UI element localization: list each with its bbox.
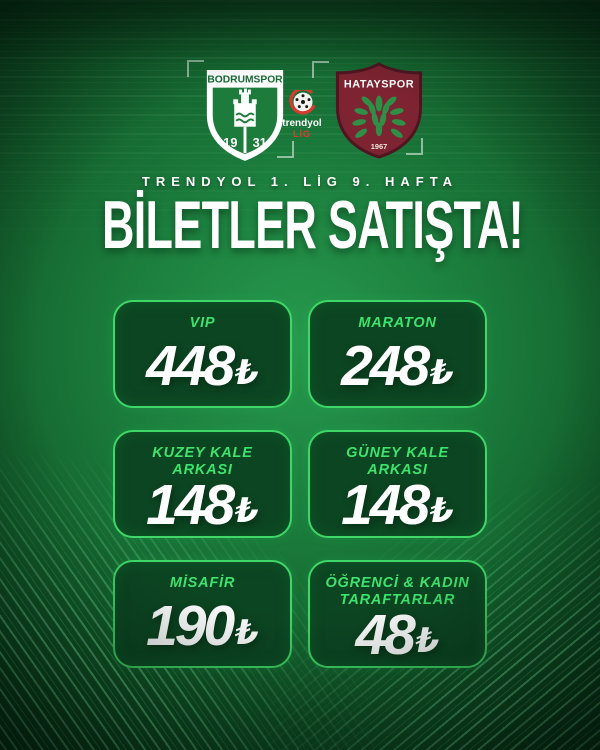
price-value: 148	[341, 472, 430, 537]
ticket-card-maraton: MARATON 248 ₺	[308, 300, 487, 408]
lira-sign: ₺	[415, 621, 440, 662]
ticket-card-vip: VIP 448 ₺	[113, 300, 292, 408]
lira-sign: ₺	[235, 491, 259, 532]
lira-sign: ₺	[235, 352, 259, 393]
price-value: 190	[146, 594, 235, 659]
trendyol-lig-logo: trendyol LİG	[282, 90, 322, 139]
home-team-name: BODRUMSPOR	[207, 75, 283, 86]
price-value: 248	[341, 334, 430, 399]
away-founded: 1967	[371, 142, 387, 151]
ticket-price: 190 ₺	[146, 588, 259, 666]
center-stripe	[243, 126, 247, 154]
ticket-price: 248 ₺	[341, 328, 454, 406]
page-title: BİLETLER SATIŞTA!	[101, 187, 524, 263]
home-founded-right: 31	[253, 135, 267, 150]
ticket-price: 48 ₺	[355, 604, 439, 666]
hatayspor-crest: HATAYSPOR 1967	[335, 62, 423, 159]
lira-sign: ₺	[430, 491, 454, 532]
league-brand: trendyol	[282, 118, 322, 129]
ticket-price: 448 ₺	[146, 328, 259, 406]
lira-sign: ₺	[430, 352, 454, 393]
bodrumspor-crest: BODRUMSPOR 19 31	[206, 69, 283, 161]
price-value: 448	[146, 334, 235, 399]
price-value: 48	[355, 602, 415, 667]
away-team-name: HATAYSPOR	[344, 79, 414, 91]
ticket-card-kuzey-kale-arkasi: KUZEY KALE ARKASI 148 ₺	[113, 430, 292, 538]
ticket-card-misafir: MİSAFİR 190 ₺	[113, 560, 292, 668]
ticket-price: 148 ₺	[146, 474, 259, 536]
ticket-price-grid: VIP 448 ₺ MARATON 248 ₺ KUZEY KALE ARKAS…	[113, 300, 487, 668]
lira-sign: ₺	[235, 612, 259, 653]
price-value: 148	[146, 472, 235, 537]
football-icon	[293, 92, 313, 112]
crop-corner-away-top-left	[312, 61, 329, 78]
ticket-card-ogrenci-kadin: ÖĞRENCİ & KADIN TARAFTARLAR 48 ₺	[308, 560, 487, 668]
league-division: LİG	[293, 129, 311, 139]
ticket-card-guney-kale-arkasi: GÜNEY KALE ARKASI 148 ₺	[308, 430, 487, 538]
ticket-price: 148 ₺	[341, 474, 454, 536]
home-founded-left: 19	[223, 135, 237, 150]
